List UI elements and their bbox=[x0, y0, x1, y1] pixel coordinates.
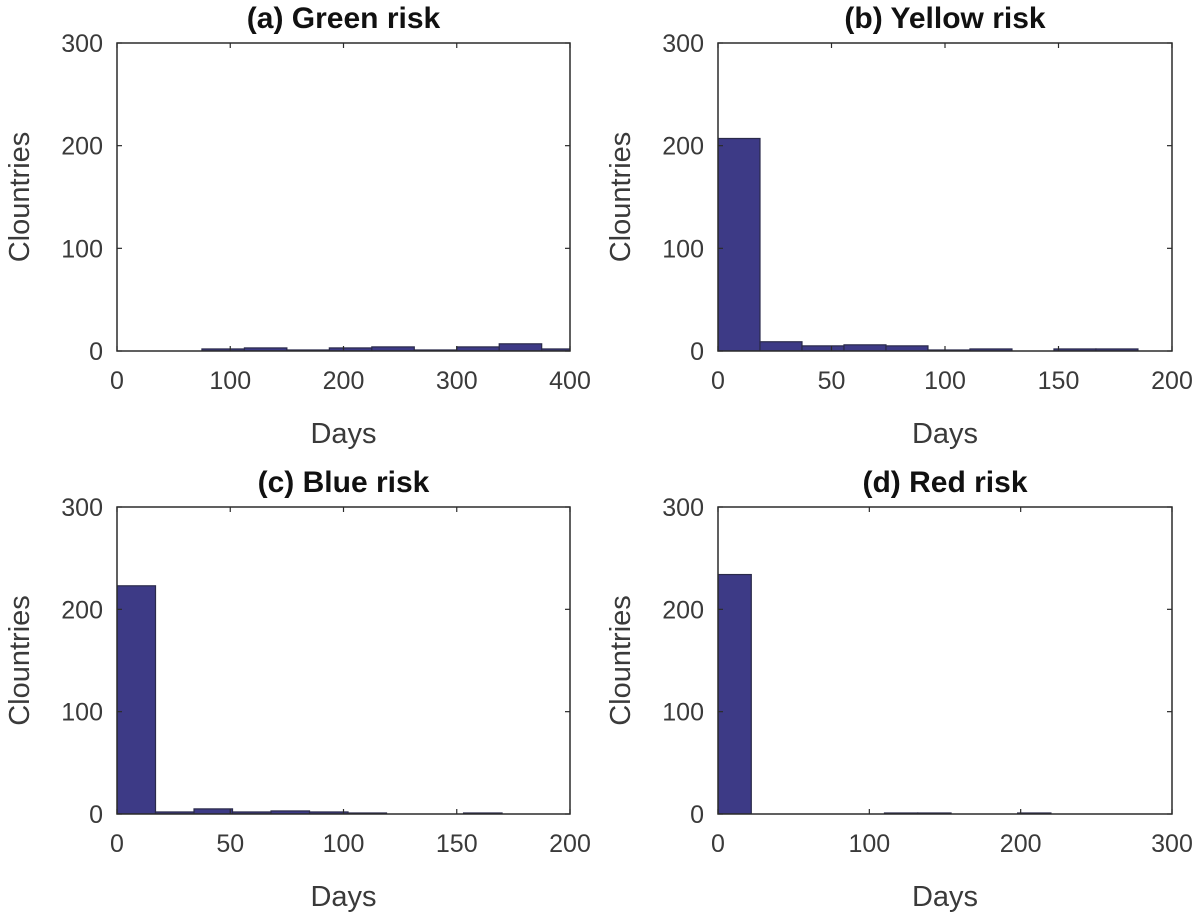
chart-yellow-risk-xtick-label: 50 bbox=[818, 367, 846, 395]
chart-blue-risk-bar-0 bbox=[117, 585, 157, 814]
chart-yellow-risk-bar-0 bbox=[718, 137, 761, 351]
chart-blue-risk-bars bbox=[117, 585, 503, 814]
chart-blue-risk-ylabel: Clountries bbox=[4, 595, 36, 726]
chart-yellow-risk-xtick-label: 100 bbox=[924, 367, 966, 395]
chart-blue-risk-axes-frame bbox=[116, 506, 571, 815]
chart-yellow-risk-ytick-label: 0 bbox=[690, 338, 704, 366]
chart-green-risk-ytick-label: 200 bbox=[61, 133, 103, 161]
chart-green-risk-xtick-label: 200 bbox=[323, 367, 365, 395]
chart-red-risk-xtick-label: 300 bbox=[1151, 830, 1193, 858]
chart-green-risk-xtick-label: 0 bbox=[110, 367, 124, 395]
chart-green-risk-bar-6 bbox=[371, 346, 415, 351]
chart-yellow-risk-bar-4 bbox=[885, 345, 929, 351]
chart-yellow-risk-ytick-label: 100 bbox=[662, 235, 704, 263]
chart-blue-risk-xlabel: Days bbox=[310, 881, 376, 913]
chart-blue-risk-xtick-label: 0 bbox=[110, 830, 124, 858]
chart-red-risk-bars bbox=[718, 573, 1052, 814]
chart-blue-risk-xtick-label: 200 bbox=[549, 830, 591, 858]
chart-yellow-risk-bar-2 bbox=[801, 345, 845, 351]
chart-red-risk-xtick-label: 100 bbox=[848, 830, 890, 858]
chart-red-risk-xtick-label: 200 bbox=[1000, 830, 1042, 858]
chart-yellow-risk-ylabel: Clountries bbox=[605, 132, 637, 263]
chart-green-risk-bar-9 bbox=[498, 343, 543, 351]
chart-green-risk-axes-frame bbox=[116, 42, 571, 352]
chart-green-risk-xtick-label: 100 bbox=[209, 367, 251, 395]
chart-blue-risk-title: (c) Blue risk bbox=[258, 466, 430, 499]
chart-yellow-risk-bars bbox=[718, 137, 1139, 351]
chart-yellow-risk-ytick-label: 300 bbox=[662, 30, 704, 58]
chart-green-risk-ytick-label: 300 bbox=[61, 30, 103, 58]
chart-red-risk-bar-0 bbox=[718, 573, 752, 814]
chart-green-risk-xtick-label: 300 bbox=[436, 367, 478, 395]
chart-yellow-risk: 0 50 100 150 200 0 100 200 300 (b) Yellow risk Day… bbox=[605, 2, 1193, 450]
chart-yellow-risk-xlabel: Days bbox=[912, 418, 978, 450]
chart-red-risk-xtick-label: 0 bbox=[711, 830, 725, 858]
chart-green-risk-xtick-label: 400 bbox=[549, 367, 591, 395]
chart-red-risk-axes-frame bbox=[717, 506, 1173, 815]
chart-red-risk-ytick-label: 300 bbox=[662, 494, 704, 522]
chart-green-risk: 0 100 200 300 400 0 100 200 300 (a) Green risk Day… bbox=[4, 2, 591, 450]
chart-green-risk-xlabel: Days bbox=[310, 418, 376, 450]
chart-yellow-risk-bar-1 bbox=[759, 341, 803, 351]
chart-yellow-risk-xtick-label: 150 bbox=[1038, 367, 1080, 395]
chart-red-risk-xlabel: Days bbox=[912, 881, 978, 913]
chart-blue-risk-ytick-label: 0 bbox=[89, 801, 103, 829]
chart-yellow-risk-xtick-label: 0 bbox=[711, 367, 725, 395]
chart-green-risk-ytick-label: 100 bbox=[61, 235, 103, 263]
chart-blue-risk-ytick-label: 300 bbox=[61, 494, 103, 522]
chart-blue-risk-bar-2 bbox=[193, 808, 234, 814]
chart-red-risk-ylabel: Clountries bbox=[605, 595, 637, 726]
chart-blue-risk-xtick-label: 50 bbox=[216, 830, 244, 858]
chart-red-risk-ytick-label: 100 bbox=[662, 699, 704, 727]
chart-yellow-risk-title: (b) Yellow risk bbox=[844, 2, 1045, 35]
chart-green-risk-bars bbox=[201, 343, 570, 351]
chart-yellow-risk-bar-3 bbox=[843, 344, 887, 351]
chart-red-risk-title: (d) Red risk bbox=[862, 466, 1027, 499]
chart-blue-risk-xtick-label: 150 bbox=[436, 830, 478, 858]
chart-red-risk: 0 100 200 300 0 100 200 300 (d) Red risk Days Clou… bbox=[605, 466, 1193, 913]
chart-green-risk-title: (a) Green risk bbox=[247, 2, 441, 35]
chart-blue-risk: 0 50 100 150 200 0 100 200 300 (c) Blue risk Days C… bbox=[4, 466, 591, 913]
chart-yellow-risk-xtick-label: 200 bbox=[1151, 367, 1193, 395]
chart-yellow-risk-axes-frame bbox=[717, 42, 1173, 352]
chart-yellow-risk-ytick-label: 200 bbox=[662, 133, 704, 161]
chart-green-risk-ytick-label: 0 bbox=[89, 338, 103, 366]
chart-green-risk-ylabel: Clountries bbox=[4, 132, 36, 263]
chart-blue-risk-ytick-label: 100 bbox=[61, 699, 103, 727]
chart-blue-risk-xtick-label: 100 bbox=[323, 830, 365, 858]
chart-red-risk-ytick-label: 0 bbox=[690, 801, 704, 829]
chart-red-risk-ytick-label: 200 bbox=[662, 596, 704, 624]
chart-blue-risk-ytick-label: 200 bbox=[61, 596, 103, 624]
